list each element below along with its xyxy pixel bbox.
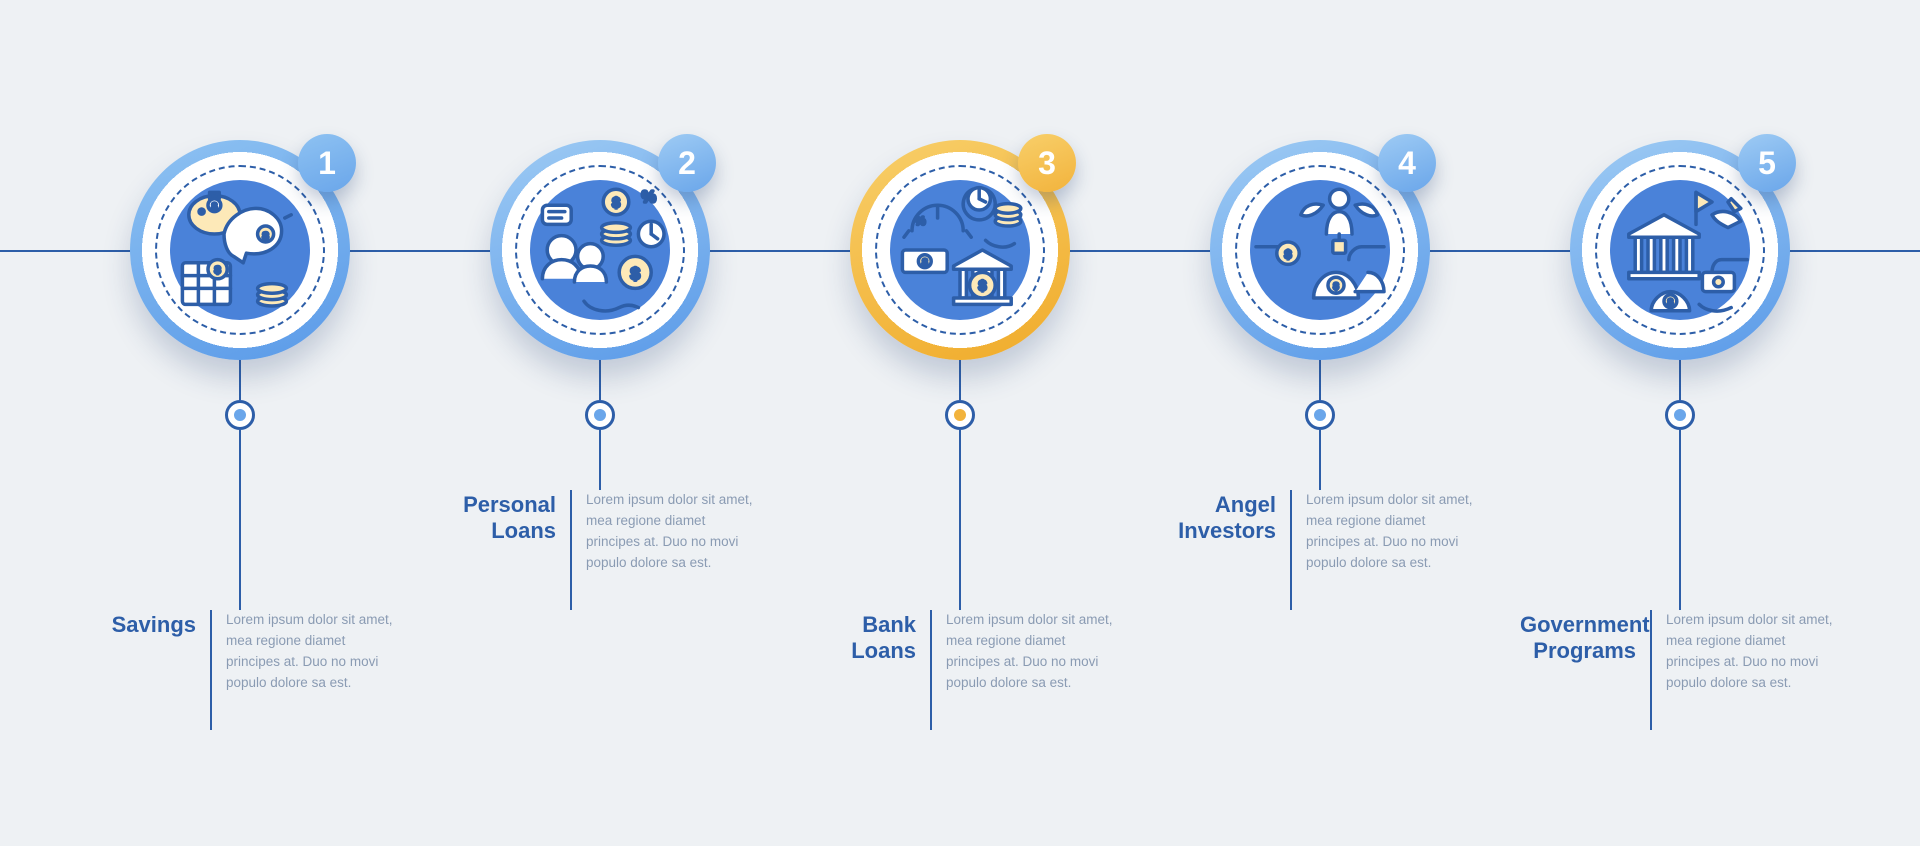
government-icon: $ [1600,170,1760,330]
connector-dot-inner [1314,409,1326,421]
number-badge: 3 [1018,134,1076,192]
step-body: Lorem ipsum dolor sit amet, mea regione … [570,490,760,610]
circle-wrap: $ $ $ 1 [130,140,350,360]
savings-icon: $ $ $ [160,170,320,330]
step-body: Lorem ipsum dolor sit amet, mea regione … [1650,610,1840,730]
text-block: Savings Lorem ipsum dolor sit amet, mea r… [80,610,400,730]
title-column: Personal Loans [440,490,570,545]
svg-text:$: $ [1668,298,1673,307]
connector-line [959,360,961,400]
step-title: Bank Loans [800,612,916,665]
connector-drop [239,430,241,610]
infographic-canvas: $ $ $ 1 Savings Lorem ipsum dolor sit amet… [0,140,1920,730]
svg-text:$: $ [1334,282,1339,291]
svg-text:$: $ [212,202,217,211]
svg-text:$: $ [631,266,640,283]
connector-drop [959,430,961,610]
step-4: $ $ 4Angel InvestorsLorem ipsum dolor si… [1190,140,1450,730]
connector-dot-inner [234,409,246,421]
number-badge: 2 [658,134,716,192]
title-column: Bank Loans [800,610,930,665]
svg-text:$: $ [923,258,928,267]
text-block: Bank Loans Lorem ipsum dolor sit amet, me… [800,610,1120,730]
connector-line [599,360,601,400]
text-block: Government Programs Lorem ipsum dolor sit… [1520,610,1840,730]
svg-text:$: $ [979,278,986,293]
steps-row: $ $ $ 1 Savings Lorem ipsum dolor sit amet… [0,140,1920,730]
svg-text:%: % [642,189,656,206]
step-body: Lorem ipsum dolor sit amet, mea regione … [1290,490,1480,610]
connector-drop [1679,430,1681,610]
personal-icon: $ % $ [520,170,680,330]
number-badge: 1 [298,134,356,192]
connector-dot [1665,400,1695,430]
title-column: Government Programs [1520,610,1650,665]
angel-icon: $ $ [1240,170,1400,330]
step-body: Lorem ipsum dolor sit amet, mea regione … [930,610,1120,730]
connector-drop [1319,430,1321,490]
number-badge: 5 [1738,134,1796,192]
connector-dot-inner [1674,409,1686,421]
svg-text:$: $ [215,265,221,276]
number-badge: 4 [1378,134,1436,192]
connector-dot-inner [954,409,966,421]
svg-text:$: $ [612,195,619,210]
connector-line [239,360,241,400]
title-column: Angel Investors [1160,490,1290,545]
connector-dot-inner [594,409,606,421]
circle-wrap: $ $ 4 [1210,140,1430,360]
connector-line [1679,360,1681,400]
step-2: $ % $ 2Personal LoansLorem ipsum dolor s… [470,140,730,730]
svg-text:%: % [915,215,925,227]
svg-text:$: $ [1285,249,1292,261]
step-3: % $ $ 3Bank LoansLorem ipsum dolor sit a… [830,140,1090,730]
connector-line [1319,360,1321,400]
step-1: $ $ $ 1SavingsLorem ipsum dolor sit amet… [110,140,370,730]
circle-wrap: % $ $ 3 [850,140,1070,360]
circle-wrap: $ 5 [1570,140,1790,360]
connector-dot [1305,400,1335,430]
step-title: Angel Investors [1160,492,1276,545]
text-block: Angel Investors Lorem ipsum dolor sit ame… [1160,490,1480,610]
text-block: Personal Loans Lorem ipsum dolor sit amet… [440,490,760,610]
connector-dot [225,400,255,430]
step-5: $ 5Government ProgramsLorem ipsum dolor … [1550,140,1810,730]
connector-dot [945,400,975,430]
circle-wrap: $ % $ 2 [490,140,710,360]
title-column: Savings [80,610,210,638]
svg-text:$: $ [263,231,269,242]
step-title: Savings [80,612,196,638]
step-title: Personal Loans [440,492,556,545]
connector-drop [599,430,601,490]
connector-dot [585,400,615,430]
step-body: Lorem ipsum dolor sit amet, mea regione … [210,610,400,730]
bank-icon: % $ $ [880,170,1040,330]
step-title: Government Programs [1520,612,1636,665]
